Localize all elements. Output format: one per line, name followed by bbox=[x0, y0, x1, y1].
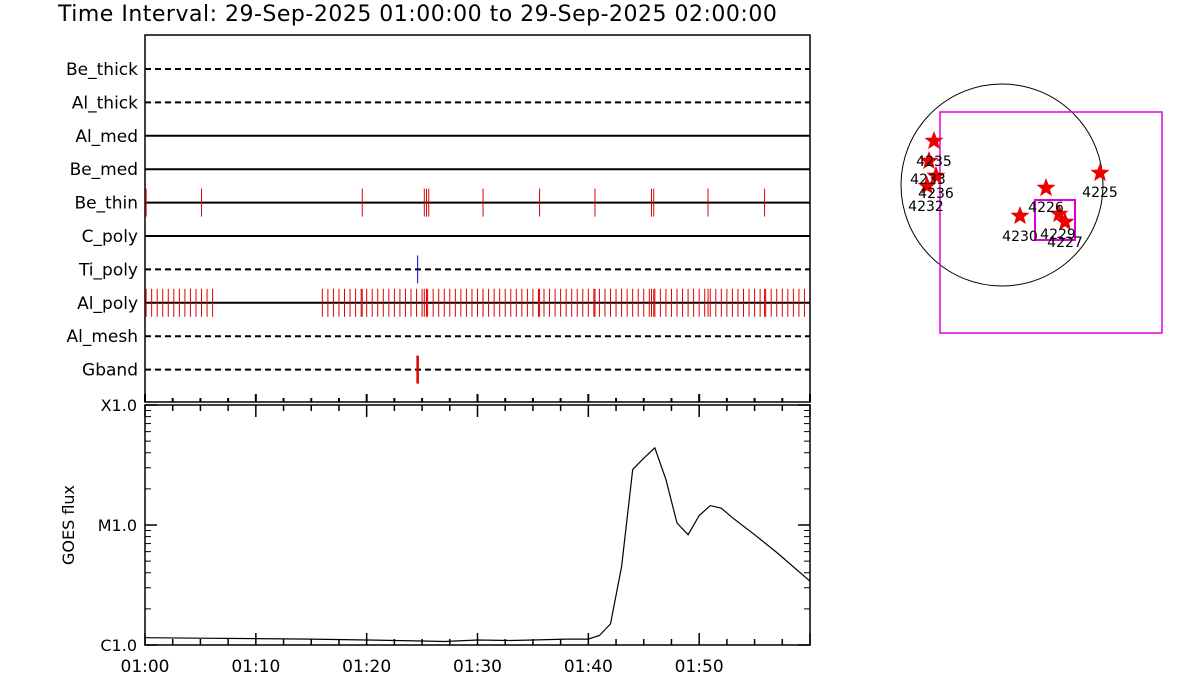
region-star-4232 bbox=[917, 176, 937, 195]
goes-flux-line bbox=[144, 446, 811, 643]
x-tick-label: 01:00 bbox=[121, 657, 170, 677]
y-tick-label: C1.0 bbox=[100, 636, 137, 655]
region-star-4233 bbox=[926, 166, 946, 185]
channel-label-be_thick: Be_thick bbox=[66, 60, 138, 80]
zoom-box bbox=[1034, 199, 1076, 241]
region-label-4232: 4232 bbox=[908, 199, 944, 215]
region-label-4226: 4226 bbox=[1028, 200, 1064, 216]
x-tick-label: 01:50 bbox=[675, 657, 724, 677]
channel-label-al_mesh: Al_mesh bbox=[66, 327, 138, 347]
event-timeline-panel: Be_thick Al_thick Al_med Be_med Be_thin C_pol… bbox=[66, 34, 811, 403]
region-label-4225: 4225 bbox=[1082, 185, 1118, 201]
chart-title: Time Interval: 29-Sep-2025 01:00:00 to 2… bbox=[58, 2, 778, 27]
region-label-4230: 4230 bbox=[1002, 229, 1038, 245]
goes-panel-frame bbox=[144, 404, 811, 646]
channel-label-be_med: Be_med bbox=[70, 160, 138, 180]
x-tick-label: 01:40 bbox=[564, 657, 613, 677]
x-tick-label: 01:10 bbox=[231, 657, 280, 677]
region-label-4236: 4236 bbox=[918, 186, 954, 202]
region-star-4236 bbox=[919, 151, 939, 170]
region-star-4235 bbox=[924, 131, 944, 150]
goes-flux-panel: C1.0 M1.0 X1.0 01:00 01:10 01:20 01:30 01:40 01:… bbox=[59, 396, 811, 677]
field-of-view-box bbox=[939, 111, 1163, 334]
solar-disk bbox=[900, 83, 1104, 287]
region-label-4227: 4227 bbox=[1047, 235, 1083, 251]
region-star-4227 bbox=[1055, 212, 1075, 231]
y-tick-label: M1.0 bbox=[98, 516, 137, 535]
event-panel-frame bbox=[144, 34, 811, 403]
region-label-4229: 4229 bbox=[1040, 227, 1076, 243]
channel-label-al_med: Al_med bbox=[75, 127, 138, 147]
channel-label-c_poly: C_poly bbox=[82, 227, 138, 247]
channel-label-al_poly: Al_poly bbox=[77, 294, 138, 314]
region-star-4225 bbox=[1090, 163, 1110, 182]
region-star-4229 bbox=[1049, 204, 1069, 223]
y-tick-label: X1.0 bbox=[101, 396, 137, 415]
y-axis-label: GOES flux bbox=[59, 485, 78, 565]
channel-label-gband: Gband bbox=[82, 361, 138, 381]
channel-label-be_thin: Be_thin bbox=[74, 194, 138, 214]
region-star-4230 bbox=[1010, 206, 1030, 225]
x-tick-label: 01:30 bbox=[453, 657, 502, 677]
channel-label-al_thick: Al_thick bbox=[72, 93, 138, 113]
region-label-4235: 4235 bbox=[916, 154, 952, 170]
region-star-4226 bbox=[1036, 178, 1056, 197]
x-tick-label: 01:20 bbox=[342, 657, 391, 677]
region-label-4233: 4233 bbox=[910, 172, 946, 188]
channel-label-ti_poly: Ti_poly bbox=[78, 260, 138, 280]
